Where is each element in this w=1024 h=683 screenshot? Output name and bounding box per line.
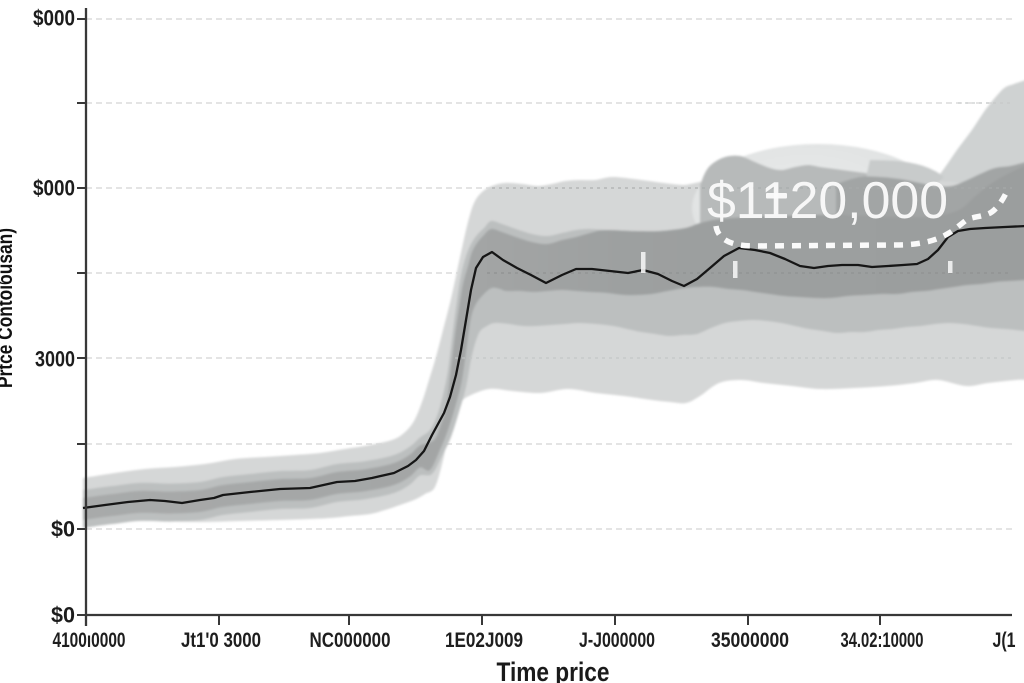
svg-text:1E02J009: 1E02J009 [445, 629, 523, 652]
svg-text:Prtce Cóntoiбusañ): Prtce Cóntoiбusañ) [0, 228, 17, 388]
svg-text:3000: 3000 [35, 347, 75, 372]
svg-text:$000: $000 [33, 176, 75, 201]
svg-text:J(1: J(1 [993, 629, 1016, 652]
svg-text:J-J000000: J-J000000 [579, 629, 655, 652]
svg-text:Time price: Time price [497, 657, 610, 683]
svg-text:34.02:10000: 34.02:10000 [841, 629, 924, 652]
svg-text:$000: $000 [33, 6, 75, 31]
svg-text:4100ı0000: 4100ı0000 [53, 629, 126, 652]
svg-text:35000000: 35000000 [711, 629, 789, 652]
svg-text:$0: $0 [51, 603, 75, 628]
svg-text:$0: $0 [51, 517, 75, 542]
svg-text:$1120,000: $1120,000 [707, 172, 948, 230]
svg-text:NC000000: NC000000 [310, 629, 391, 652]
svg-text:Jt1'0 3000: Jt1'0 3000 [181, 629, 261, 652]
